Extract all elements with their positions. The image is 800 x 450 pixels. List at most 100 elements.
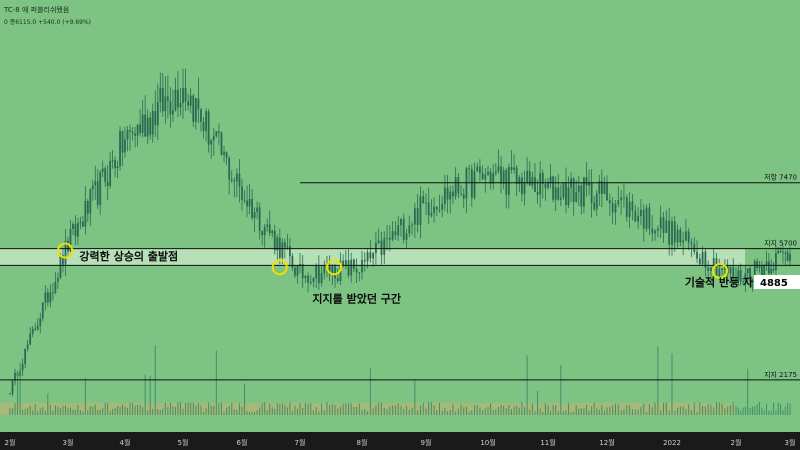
candle-body (507, 167, 510, 195)
candle-body (9, 393, 11, 395)
candle-body (164, 96, 167, 112)
candle-body (156, 102, 159, 126)
candle-body (489, 171, 492, 184)
candle-body (470, 169, 473, 198)
candle-body (124, 139, 126, 153)
level-label: 지지 5700 (764, 239, 797, 248)
candle-body (701, 251, 704, 265)
candle-body (575, 192, 578, 202)
candle-body (704, 251, 707, 268)
candle-body (315, 266, 318, 279)
candle-body (746, 268, 749, 274)
candle-body (682, 240, 685, 243)
candle-body (377, 240, 380, 243)
candle-body (614, 204, 617, 213)
x-tick-label: 2월 (5, 438, 16, 447)
candle-body (631, 201, 634, 211)
candle-body (430, 212, 433, 216)
candle-body (46, 292, 49, 303)
candle-body (101, 168, 104, 172)
x-tick-label: 7월 (295, 438, 306, 447)
candle-body (342, 260, 345, 266)
candle-body (673, 221, 676, 243)
candle-body (648, 207, 651, 229)
candle-body (608, 200, 611, 204)
candle-body (770, 268, 773, 274)
candle-body (452, 191, 454, 197)
candle-body (723, 265, 726, 270)
candle-body (194, 98, 197, 122)
candle-body (268, 224, 271, 234)
candle-body (44, 292, 47, 303)
candle-body (744, 273, 747, 282)
candle-body (383, 238, 386, 255)
candle-body (562, 182, 565, 198)
candle-body (177, 89, 179, 108)
candle-body (336, 278, 339, 281)
candle-body (497, 166, 500, 172)
candle-body (765, 261, 768, 266)
candle-body (243, 199, 246, 201)
candle-body (710, 267, 712, 271)
candle-body (698, 258, 701, 265)
candle-body (416, 208, 419, 225)
candle-body (353, 259, 355, 269)
candle-body (296, 265, 299, 276)
highlight-circle (712, 262, 728, 279)
candle-body (182, 87, 184, 103)
candle-body (67, 240, 69, 252)
candle-body (233, 180, 236, 182)
candle-body (441, 204, 444, 210)
candle-body (617, 200, 620, 205)
candle-body (779, 251, 782, 253)
candle-body (487, 171, 489, 175)
candle-body (11, 380, 14, 394)
candle-body (772, 268, 775, 271)
price-badge (754, 275, 800, 289)
x-axis: 2월 3월 4월 5월 6월 7월 8월 9월 10월 11월 12월 2022 2월 3월 (5, 438, 796, 447)
candle-body (742, 281, 744, 283)
candle-body (583, 177, 585, 207)
candle-body (283, 242, 286, 248)
annotation-text: 강력한 상승의 출발점 (79, 249, 178, 263)
candle-body (151, 111, 154, 135)
candle-body (671, 221, 673, 245)
candle-body (789, 253, 791, 261)
candle-body (521, 177, 523, 194)
candle-body (361, 259, 363, 273)
candle-body (777, 251, 780, 254)
candle-body (523, 182, 526, 194)
candle-body (119, 131, 121, 167)
candle-body (99, 171, 102, 206)
candle-body (659, 217, 662, 229)
candle-body (753, 261, 756, 281)
candle-body (408, 225, 411, 234)
candle-body (228, 157, 231, 180)
candle-body (625, 197, 628, 217)
candle-body (114, 160, 116, 169)
x-tick-label: 12월 (599, 438, 614, 447)
candle-body (481, 173, 484, 180)
candle-body (189, 95, 192, 106)
candle-body (169, 100, 172, 115)
candle-body (676, 229, 679, 243)
candle-body (721, 268, 723, 270)
candle-body (263, 226, 266, 236)
level-label: 저항 7470 (764, 173, 797, 182)
candle-body (223, 152, 225, 155)
candle-body (57, 277, 59, 282)
candle-body (241, 186, 243, 200)
candle-body (388, 237, 391, 240)
candle-body (446, 187, 449, 200)
candle-body (276, 237, 279, 251)
candle-body (331, 266, 334, 275)
candle-body (651, 228, 654, 234)
candle-body (200, 109, 202, 122)
price-badge-text: 4885 (760, 278, 788, 289)
candle-body (62, 255, 64, 265)
candle-body (149, 117, 152, 135)
candle-body (134, 133, 136, 136)
candle-body (256, 207, 259, 213)
candle-body (413, 208, 416, 225)
